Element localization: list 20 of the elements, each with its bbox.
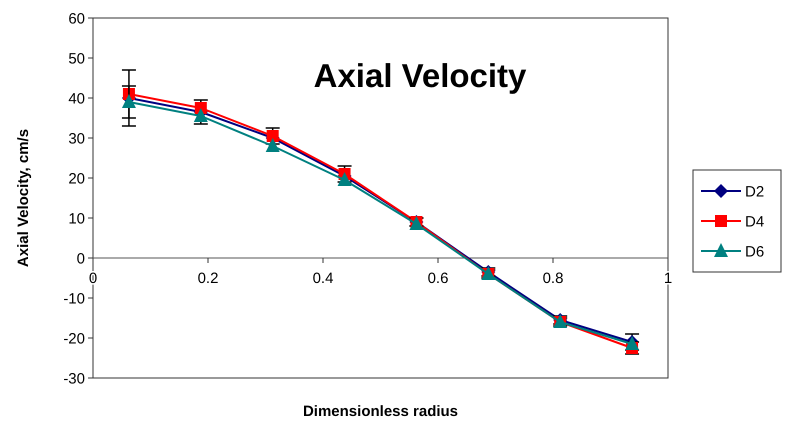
y-tick-label: 20	[68, 170, 85, 188]
legend-label: D6	[745, 243, 764, 260]
x-tick-label: 0.2	[198, 270, 218, 287]
x-axis-title: Dimensionless radius	[302, 403, 458, 420]
y-tick-label: 30	[68, 130, 85, 148]
y-tick-label: -30	[63, 370, 85, 388]
y-tick-label: 10	[68, 210, 85, 228]
y-tick-label: 40	[68, 90, 85, 108]
y-tick-label: -20	[63, 330, 85, 348]
y-tick-label: 60	[68, 10, 85, 28]
y-axis-title: Axial Velocity, cm/s	[15, 128, 32, 268]
legend-label: D4	[745, 213, 764, 230]
y-tick-label: -10	[63, 290, 85, 308]
y-tick-label: 0	[76, 250, 85, 268]
x-tick-label: 0.8	[542, 270, 564, 287]
x-tick-label: 0.4	[312, 270, 334, 287]
y-tick-label: 50	[68, 50, 85, 68]
legend-label: D2	[745, 183, 764, 200]
text: Axial Velocity	[314, 57, 528, 94]
x-tick-label: 0.6	[428, 270, 448, 287]
